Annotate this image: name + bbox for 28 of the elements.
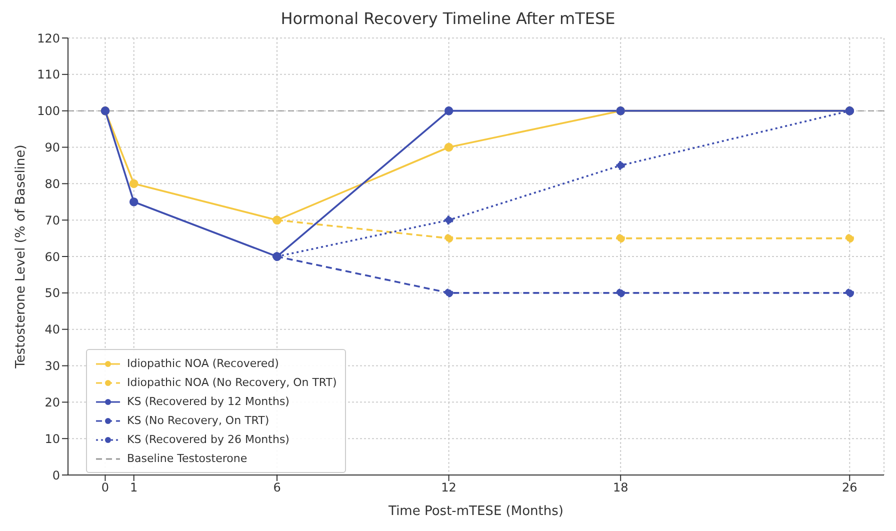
y-tick-label: 50 <box>44 286 60 300</box>
y-tick-label: 70 <box>44 213 60 228</box>
x-tick-label: 18 <box>612 480 628 495</box>
x-axis-title: Time Post-mTESE (Months) <box>388 504 564 519</box>
x-tick-label: 12 <box>441 480 456 495</box>
y-tick-label: 0 <box>52 468 60 482</box>
y-tick-label: 30 <box>44 359 60 374</box>
legend-label: Idiopathic NOA (Recovered) <box>126 356 280 372</box>
legend-label: KS (Recovered by 12 Months) <box>126 394 290 410</box>
y-tick-label: 40 <box>44 322 60 337</box>
legend-label: Baseline Testosterone <box>126 451 248 467</box>
legend-label: KS (Recovered by 26 Months) <box>126 432 290 448</box>
legend-label: Idiopathic NOA (No Recovery, On TRT) <box>126 375 337 391</box>
x-tick-label: 26 <box>842 480 858 495</box>
y-tick-label: 100 <box>37 104 60 118</box>
y-tick-label: 10 <box>44 432 60 446</box>
x-tick-label: 0 <box>101 480 110 495</box>
y-tick-label: 110 <box>37 68 60 82</box>
chart-title: Hormonal Recovery Timeline After mTESE <box>280 8 616 30</box>
y-tick-label: 80 <box>44 176 60 191</box>
x-tick-label: 6 <box>273 480 281 495</box>
x-tick-label: 1 <box>130 480 138 495</box>
y-tick-label: 120 <box>37 31 60 46</box>
y-axis-title: Testosterone Level (% of Baseline) <box>14 144 29 370</box>
y-tick-label: 20 <box>44 395 60 410</box>
y-tick-label: 60 <box>44 250 60 264</box>
y-tick-label: 90 <box>44 140 60 155</box>
legend-label: KS (No Recovery, On TRT) <box>126 413 270 429</box>
